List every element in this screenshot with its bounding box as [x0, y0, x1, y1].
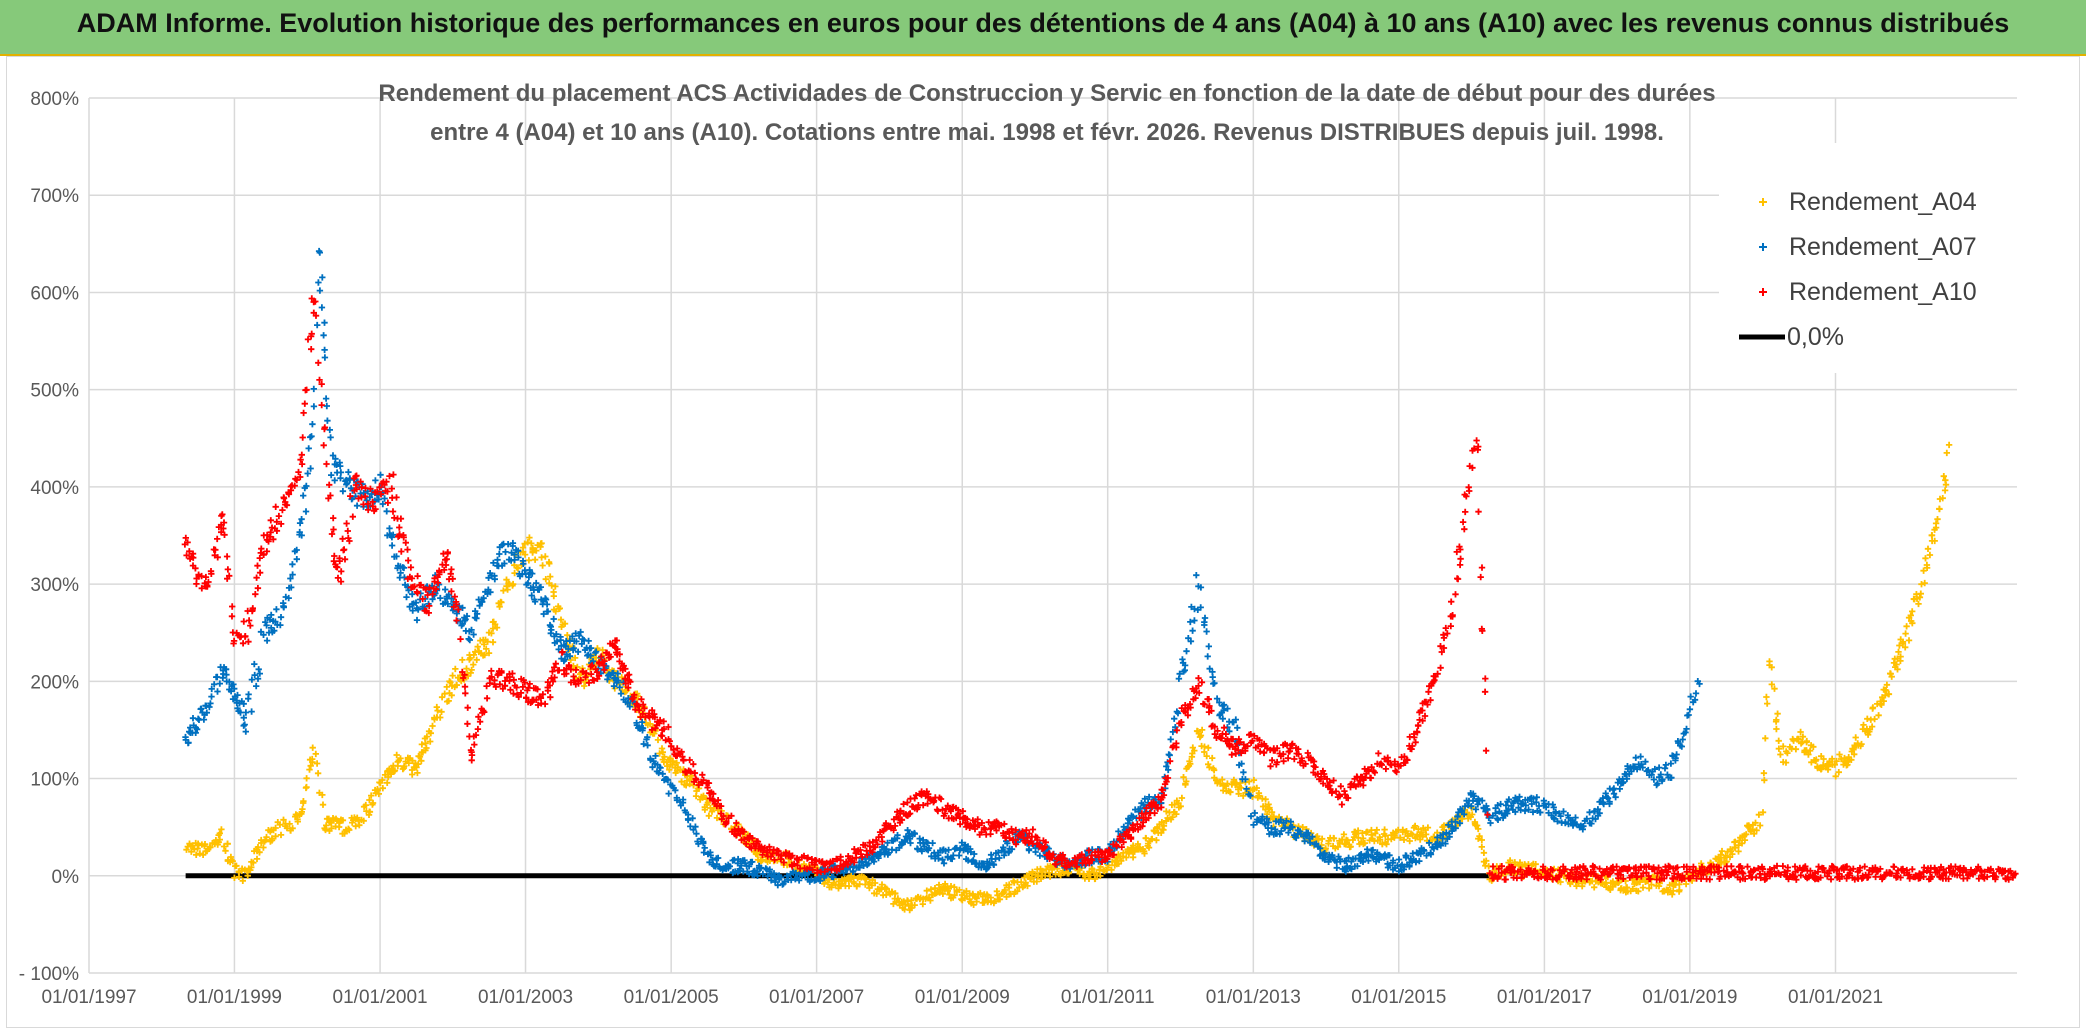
- gridlines: [88, 97, 2017, 974]
- y-tick-label: 600%: [30, 283, 79, 304]
- x-tick-label: 01/01/2017: [1497, 987, 1592, 1008]
- legend-swatch-marker: [1759, 288, 1767, 296]
- legend-swatch-marker: [1759, 243, 1767, 251]
- y-tick-label: 400%: [30, 478, 79, 499]
- y-tick-label: 300%: [30, 575, 79, 596]
- x-tick-label: 01/01/2001: [333, 987, 428, 1008]
- y-tick-label: - 100%: [19, 964, 79, 985]
- y-tick-label: 200%: [30, 672, 79, 693]
- chart-frame: - 100% 0% 100% 200% 300% 400% 500% 600% 700% 800%…: [6, 56, 2080, 1028]
- series-Rendement_A07: [182, 247, 1703, 889]
- y-tick-label: 500%: [30, 381, 79, 402]
- y-tick-label: 700%: [30, 186, 79, 207]
- header-banner: ADAM Informe. Evolution historique des p…: [0, 0, 2086, 56]
- x-axis-ticks: 01/01/1997 01/01/1999 01/01/2001 01/01/2003…: [41, 987, 1883, 1008]
- x-tick-label: 01/01/2015: [1351, 987, 1446, 1008]
- chart-title-line-1: Rendement du placement ACS Actividades d…: [378, 80, 1715, 107]
- x-tick-label: 01/01/1997: [41, 987, 136, 1008]
- series-layer: [181, 247, 2019, 914]
- x-tick-label: 01/01/1999: [187, 987, 282, 1008]
- page-title: ADAM Informe. Evolution historique des p…: [76, 8, 2010, 38]
- y-tick-label: 800%: [30, 89, 79, 110]
- series-Rendement_A10: [181, 295, 2019, 883]
- x-tick-label: 01/01/2007: [769, 987, 864, 1008]
- chart-title: Rendement du placement ACS Actividades d…: [378, 80, 1715, 146]
- x-tick-label: 01/01/2013: [1206, 987, 1301, 1008]
- x-tick-label: 01/01/2003: [478, 987, 573, 1008]
- legend-label: 0,0%: [1787, 323, 1844, 351]
- legend-label: Rendement_A07: [1789, 233, 1977, 261]
- chart-title-line-2: entre 4 (A04) et 10 ans (A10). Cotations…: [430, 119, 1664, 146]
- x-tick-label: 01/01/2009: [915, 987, 1010, 1008]
- y-tick-label: 100%: [30, 770, 79, 791]
- legend-label: Rendement_A04: [1789, 188, 1977, 216]
- x-tick-label: 01/01/2021: [1788, 987, 1883, 1008]
- x-tick-label: 01/01/2019: [1642, 987, 1737, 1008]
- y-axis-ticks: - 100% 0% 100% 200% 300% 400% 500% 600% 700% 800%: [19, 89, 79, 985]
- legend-label: Rendement_A10: [1789, 278, 1977, 306]
- y-tick-label: 0%: [52, 867, 80, 888]
- x-tick-label: 01/01/2005: [624, 987, 719, 1008]
- scatter-chart: - 100% 0% 100% 200% 300% 400% 500% 600% 700% 800%…: [19, 80, 2019, 1008]
- x-tick-label: 01/01/2011: [1061, 987, 1155, 1008]
- series-Rendement_A04: [183, 441, 1953, 914]
- legend-swatch-marker: [1759, 198, 1767, 206]
- legend: Rendement_A04 Rendement_A07 Rendement_A10 0…: [1719, 143, 2019, 373]
